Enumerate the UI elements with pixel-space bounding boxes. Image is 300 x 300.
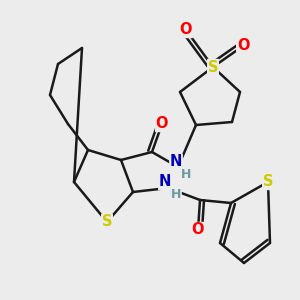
Text: S: S: [102, 214, 112, 230]
Text: O: O: [237, 38, 249, 53]
Text: O: O: [180, 22, 192, 38]
Text: N: N: [159, 175, 171, 190]
Text: O: O: [192, 223, 204, 238]
Text: S: S: [263, 175, 273, 190]
Text: H: H: [181, 169, 191, 182]
Text: N: N: [170, 154, 182, 169]
Text: O: O: [156, 116, 168, 131]
Text: H: H: [171, 188, 181, 202]
Text: S: S: [208, 59, 218, 74]
